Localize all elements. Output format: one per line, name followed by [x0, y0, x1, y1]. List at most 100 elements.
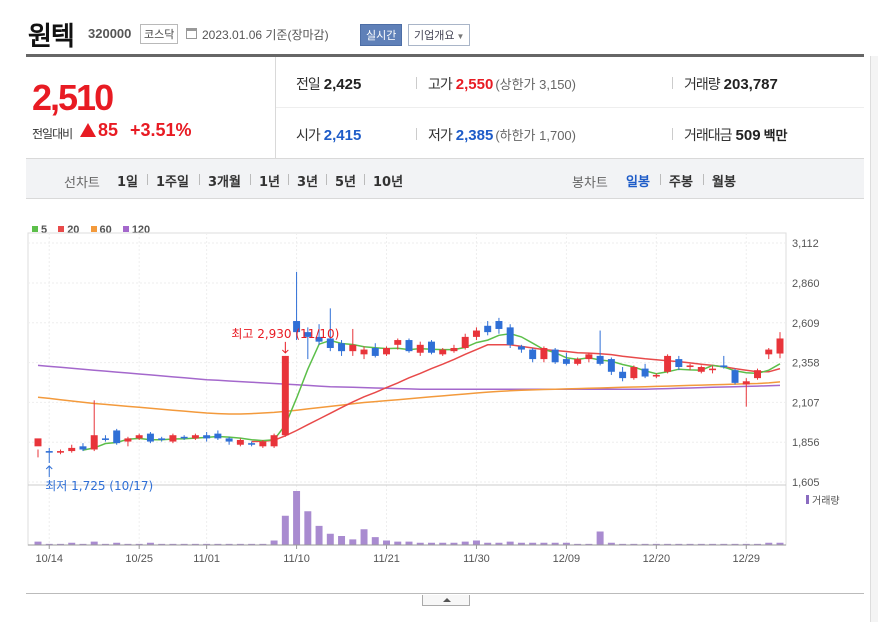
period-1y[interactable]: 1년 [259, 175, 281, 190]
candle-body [203, 435, 211, 439]
volume-bar [664, 543, 672, 545]
volume-bar [315, 525, 323, 545]
candle-body [169, 435, 177, 442]
y-tick-label: 2,860 [792, 278, 820, 290]
divider [326, 174, 327, 185]
volume-bar [90, 541, 98, 545]
period-1w[interactable]: 1주일 [156, 175, 189, 190]
volume-bar [371, 537, 379, 545]
candle-body [34, 438, 42, 447]
current-price-box: 2,510 전일대비 85 +3.51% [26, 57, 276, 159]
candle-daily[interactable]: 일봉 [626, 175, 650, 190]
volume-bar [562, 542, 570, 545]
up-arrow-icon [80, 123, 96, 137]
volume-bar [697, 543, 705, 545]
period-3m[interactable]: 3개월 [208, 175, 241, 190]
volume-bar [360, 529, 368, 545]
volume-legend-swatch [806, 495, 809, 504]
realtime-button[interactable]: 실시간 [360, 24, 403, 46]
volume-bar [236, 543, 244, 545]
amount-stat: 거래대금 509 백만 [684, 125, 787, 145]
price-summary: 2,510 전일대비 85 +3.51% 전일 2,425 고가 2,550 (상한가… [26, 57, 864, 159]
x-tick-label: 11/01 [193, 553, 220, 565]
open-stat: 시가 2,415 [296, 125, 361, 145]
y-tick-label: 2,358 [792, 358, 820, 370]
high-label: 고가 [428, 77, 453, 93]
volume-bar [495, 542, 503, 545]
volume-bar [731, 543, 739, 545]
candle-body [259, 441, 267, 447]
stock-chart[interactable]: 5 20 60 120 3,112 2,860 2,609 2,358 2,107 1,8… [26, 199, 864, 594]
open-value: 2,415 [323, 127, 362, 144]
divider [364, 174, 365, 185]
candle-body [562, 359, 570, 364]
candle-body [709, 368, 717, 371]
volume-bar [281, 515, 289, 545]
volume-bar [529, 542, 537, 545]
low-label: 저가 [428, 128, 453, 144]
volume-bar [484, 542, 492, 545]
volume-bar [551, 542, 559, 545]
volume-bar [338, 536, 346, 545]
candle-body [607, 359, 615, 372]
volume-bar [574, 543, 582, 545]
divider [672, 128, 673, 140]
candle-body [472, 330, 480, 337]
candle-body [394, 340, 402, 345]
y-tick-label: 1,605 [792, 477, 820, 489]
candle-body [652, 374, 660, 377]
candle-weekly[interactable]: 주봉 [669, 175, 693, 190]
y-tick-label: 2,609 [792, 318, 820, 330]
period-1d[interactable]: 1일 [117, 175, 139, 190]
divider [672, 77, 673, 89]
x-tick-label: 11/21 [373, 553, 400, 565]
candle-body [630, 367, 638, 379]
volume-bar [686, 543, 694, 545]
volume-bar [776, 542, 784, 545]
volume-bar [630, 543, 638, 545]
y-tick-label: 1,856 [792, 437, 820, 449]
x-tick-label: 10/25 [125, 553, 153, 565]
candle-body [551, 349, 559, 363]
volume-bar [427, 542, 435, 545]
volume-bar [720, 543, 728, 545]
candle-body [135, 435, 143, 439]
candle-body [427, 341, 435, 353]
legend-swatch [90, 226, 97, 232]
company-overview-dropdown[interactable]: 기업개요 ▼ [408, 24, 471, 46]
price-change: 85 [98, 120, 119, 140]
candle-body [765, 349, 773, 355]
collapse-button[interactable] [422, 595, 470, 606]
volume-bar [765, 542, 773, 545]
candle-body [90, 435, 98, 450]
volume-bar [754, 543, 762, 545]
volume-bar [135, 543, 143, 545]
volume-bar [259, 543, 267, 545]
volume-bar [225, 543, 233, 545]
candle-monthly[interactable]: 월봉 [712, 175, 736, 190]
low-value: 2,385 [455, 127, 494, 144]
volume-bar [517, 542, 525, 545]
scrollbar[interactable] [870, 56, 878, 622]
candle-body [484, 325, 492, 333]
high-stat: 고가 2,550 (상한가 3,150) [428, 74, 576, 94]
candle-body [56, 451, 64, 453]
divider [660, 174, 661, 185]
high-annotation: 최고 2,930 (11/10) [231, 327, 339, 341]
divider [199, 174, 200, 185]
period-3y[interactable]: 3년 [297, 175, 319, 190]
ma20-line [251, 344, 781, 443]
market-badge: 코스닥 [140, 24, 179, 44]
candle-body [349, 344, 357, 352]
legend-ma5: 5 [32, 224, 47, 236]
volume-bar [607, 542, 615, 545]
volume-label: 거래량 [684, 77, 721, 93]
period-5y[interactable]: 5년 [335, 175, 357, 190]
volume-value: 203,787 [723, 76, 778, 93]
candle-body [45, 451, 53, 453]
amount-label: 거래대금 [684, 128, 733, 144]
candlestick-chart-svg[interactable]: 3,112 2,860 2,609 2,358 2,107 1,856 1,605 거래량 10… [26, 199, 864, 594]
candle-body [180, 436, 188, 439]
candle-body [697, 367, 705, 372]
period-10y[interactable]: 10년 [373, 175, 404, 190]
